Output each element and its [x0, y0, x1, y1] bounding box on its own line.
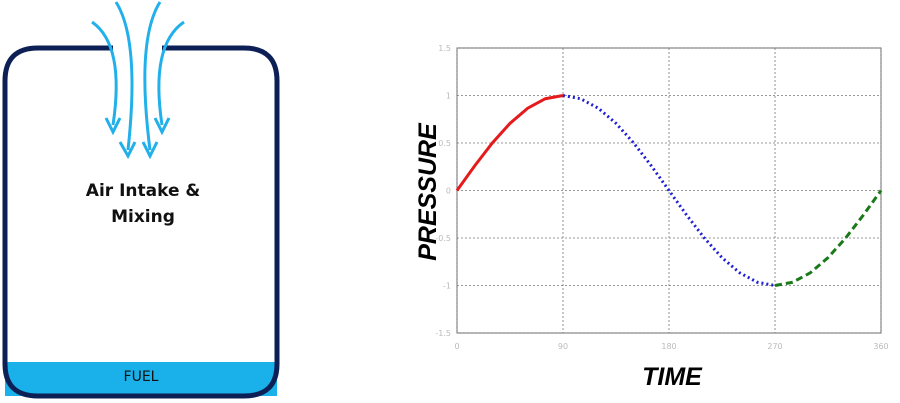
y-tick-label: -1	[443, 282, 451, 291]
x-tick-label: 360	[873, 342, 888, 351]
chart: -1.5 -1 -0.5 0 0.5 1 1.5 0 90 180 270 360 PRESSURE TI…	[414, 44, 889, 391]
air-arrows	[91, 1, 185, 151]
x-tick-label: 90	[558, 342, 568, 351]
series-line	[562, 94, 776, 287]
y-tick-label: -0.5	[435, 234, 451, 243]
series-line	[774, 189, 883, 287]
y-tick-label: 1	[446, 92, 451, 101]
tank	[2, 45, 280, 399]
fuel-label: FUEL	[123, 369, 159, 385]
y-tick-label: 1.5	[438, 44, 451, 53]
x-tick-label: 270	[767, 342, 782, 351]
x-tick-label: 0	[454, 342, 459, 351]
y-tick-label: 0	[446, 187, 451, 196]
y-tick-label: -1.5	[435, 329, 451, 338]
intake-label: Air Intake & Mixing	[85, 181, 201, 227]
y-tick-label: 0.5	[438, 139, 451, 148]
arrow-heads	[104, 117, 171, 160]
series-line	[455, 94, 564, 192]
fuel-layer	[5, 362, 277, 396]
x-axis-title: TIME	[642, 363, 703, 391]
y-axis-title: PRESSURE	[414, 122, 442, 261]
x-tick-label: 180	[661, 342, 676, 351]
